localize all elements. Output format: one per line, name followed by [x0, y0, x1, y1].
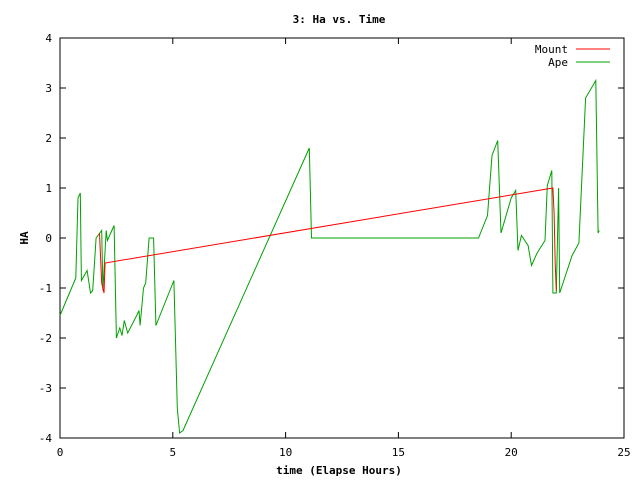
y-tick-label: -3: [39, 382, 52, 395]
y-tick-label: 1: [45, 182, 52, 195]
series-line-mount: [99, 187, 557, 294]
x-tick-label: 10: [279, 446, 292, 459]
series-mount: [99, 187, 557, 294]
y-tick-label: 3: [45, 82, 52, 95]
legend-label-mount: Mount: [535, 43, 568, 56]
x-axis-label: time (Elapse Hours): [276, 464, 402, 477]
y-tick-label: -2: [39, 332, 52, 345]
y-axis-label: HA: [18, 231, 31, 245]
axis-ticks: 0 5 10 15 20 25 -4 -3 -2 -1 0 1 2 3 4: [39, 32, 631, 459]
chart-title: 3: Ha vs. Time: [293, 13, 386, 26]
y-tick-label: 4: [45, 32, 52, 45]
x-tick-label: 5: [169, 446, 176, 459]
y-tick-label: 0: [45, 232, 52, 245]
series-ape: [59, 78, 600, 434]
x-tick-label: 0: [57, 446, 64, 459]
legend-label-ape: Ape: [548, 56, 568, 69]
series-layer: [59, 78, 600, 434]
series-line-ape: [59, 78, 600, 434]
x-tick-label: 20: [505, 446, 518, 459]
x-tick-label: 15: [392, 446, 405, 459]
y-tick-label: 2: [45, 132, 52, 145]
y-tick-label: -1: [39, 282, 52, 295]
y-tick-label: -4: [39, 432, 53, 445]
x-tick-label: 25: [617, 446, 630, 459]
